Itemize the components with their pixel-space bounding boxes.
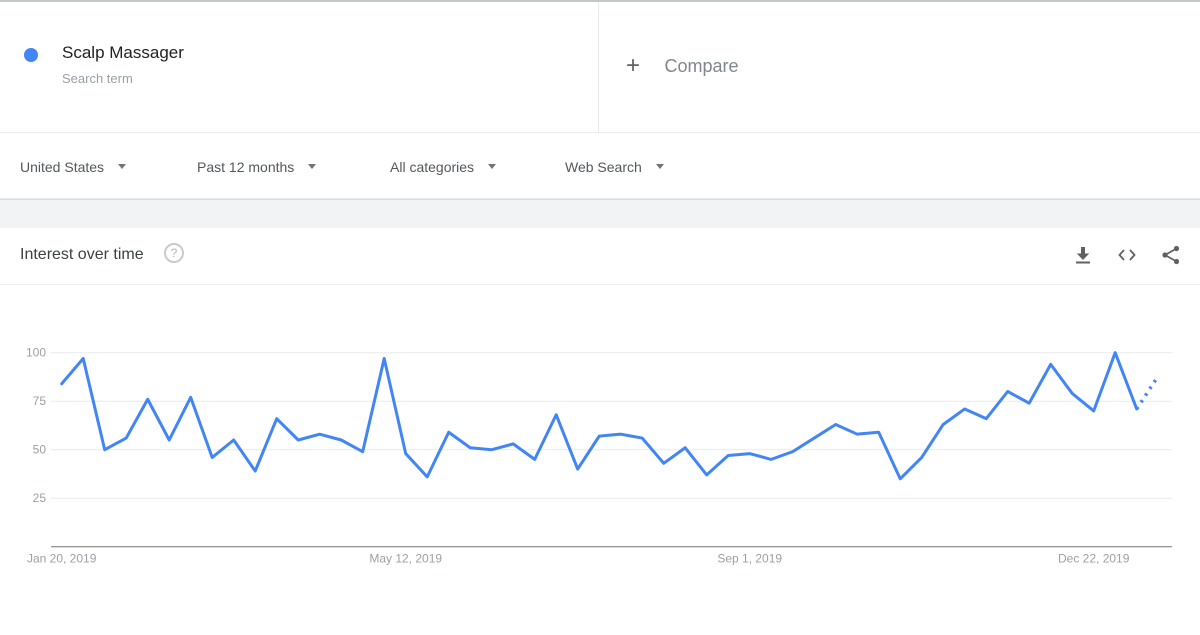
chevron-down-icon: [655, 164, 664, 169]
filter-time-label: Past 12 months: [197, 158, 295, 175]
interest-over-time-panel: Interest over time ? 25 50 75 100 Jan 20, 20…: [0, 228, 1200, 635]
x-tick-label: Sep 1, 2019: [717, 552, 782, 566]
share-icon[interactable]: [1160, 244, 1182, 266]
y-tick-label: 100: [26, 346, 46, 360]
plus-icon: +: [626, 52, 641, 79]
filter-bar: United States Past 12 months All categor…: [0, 134, 1200, 199]
chevron-down-icon: [308, 164, 317, 169]
header-divider: [598, 2, 599, 133]
chart-area[interactable]: 25 50 75 100 Jan 20, 2019 May 12, 2019 Sep 1, …: [0, 330, 1200, 580]
compare-label: Compare: [664, 55, 739, 76]
filter-time-dropdown[interactable]: Past 12 months: [197, 134, 317, 199]
filter-category-label: All categories: [390, 158, 475, 175]
panel-title-divider: [0, 284, 1200, 285]
x-tick-label: May 12, 2019: [369, 552, 442, 566]
download-icon[interactable]: [1072, 244, 1094, 266]
filter-geo-dropdown[interactable]: United States: [20, 134, 127, 199]
y-tick-label: 25: [33, 491, 47, 505]
x-tick-label: Dec 22, 2019: [1058, 552, 1130, 566]
section-separator: [0, 199, 1200, 228]
filter-category-dropdown[interactable]: All categories: [390, 134, 497, 199]
panel-actions: [1072, 244, 1182, 266]
trend-line-forecast-dotted: [1135, 375, 1160, 410]
embed-code-icon[interactable]: [1116, 244, 1138, 266]
filter-search-type-dropdown[interactable]: Web Search: [565, 134, 664, 199]
search-term-type: Search term: [62, 71, 133, 86]
filter-geo-label: United States: [20, 158, 105, 175]
y-tick-label: 75: [33, 394, 47, 408]
chevron-down-icon: [488, 164, 497, 169]
panel-title: Interest over time: [20, 246, 144, 263]
search-term-title: Scalp Massager: [62, 43, 184, 62]
x-tick-label: Jan 20, 2019: [27, 552, 97, 566]
filter-search-type-label: Web Search: [565, 158, 642, 175]
search-terms-header: Scalp Massager Search term + Compare: [0, 2, 1200, 133]
series-color-dot-icon: [24, 48, 38, 62]
chevron-down-icon: [118, 164, 127, 169]
y-tick-label: 50: [33, 443, 47, 457]
trend-line: [60, 351, 1139, 481]
interest-chart[interactable]: 25 50 75 100 Jan 20, 2019 May 12, 2019 Sep 1, …: [0, 330, 1200, 580]
add-comparison-button[interactable]: + Compare: [626, 52, 739, 80]
window-top-edge: [0, 0, 1200, 2]
help-icon[interactable]: ?: [164, 243, 184, 263]
